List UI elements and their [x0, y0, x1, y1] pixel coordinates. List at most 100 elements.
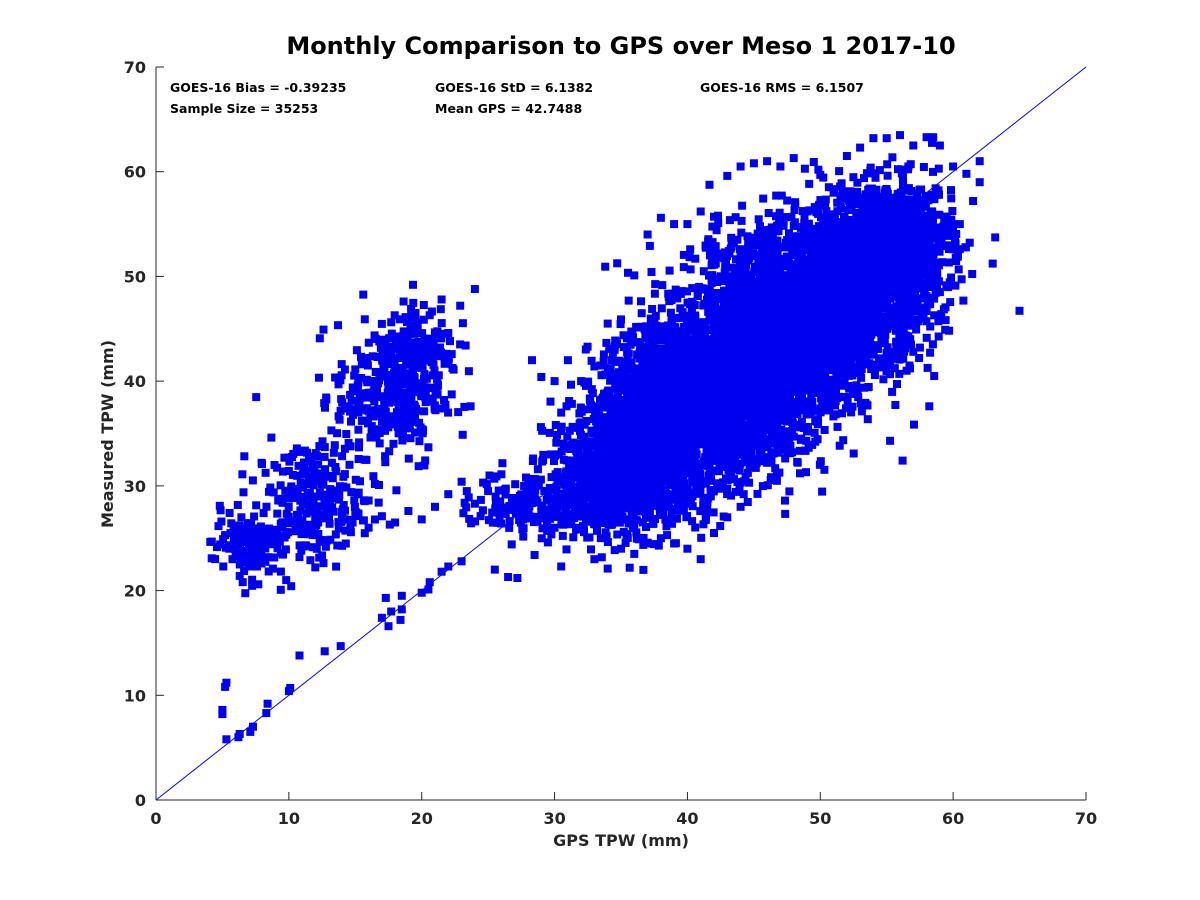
scatter-point	[674, 441, 683, 450]
scatter-point	[666, 442, 675, 451]
scatter-point	[444, 490, 453, 499]
scatter-point	[732, 445, 741, 454]
scatter-point	[730, 475, 738, 484]
scatter-point	[758, 430, 766, 438]
scatter-point	[736, 502, 745, 511]
scatter-point	[624, 296, 633, 305]
scatter-point	[743, 498, 752, 506]
scatter-point	[735, 376, 744, 385]
scatter-point	[683, 416, 691, 425]
scatter-point	[221, 682, 230, 691]
stat-rms: GOES-16 RMS = 6.1507	[700, 80, 864, 95]
scatter-point	[567, 380, 575, 389]
scatter-point	[838, 409, 846, 418]
scatter-point	[642, 479, 650, 488]
scatter-point	[625, 427, 634, 436]
scatter-point	[744, 456, 753, 465]
scatter-point	[741, 301, 750, 310]
scatter-point	[758, 343, 766, 352]
scatter-point	[815, 376, 824, 385]
scatter-point	[702, 436, 711, 445]
scatter-point	[551, 421, 560, 429]
scatter-point	[708, 438, 717, 446]
scatter-point	[815, 460, 824, 469]
scatter-point	[457, 557, 466, 566]
scatter-point	[710, 529, 718, 537]
scatter-point	[719, 438, 728, 447]
scatter-point	[586, 400, 595, 409]
scatter-point	[431, 502, 439, 511]
scatter-point	[727, 468, 736, 477]
scatter-point	[833, 394, 842, 403]
scatter-point	[590, 555, 599, 564]
scatter-point	[739, 477, 748, 486]
scatter-point	[607, 395, 616, 404]
scatter-point	[755, 377, 763, 386]
scatter-point	[753, 489, 762, 498]
scatter-point	[763, 458, 772, 467]
scatter-point	[840, 393, 849, 401]
scatter-point	[597, 420, 606, 429]
scatter-point	[774, 448, 783, 457]
scatter-point	[775, 358, 783, 367]
scatter-point	[814, 388, 822, 397]
scatter-point	[632, 516, 641, 525]
scatter-point	[669, 422, 678, 430]
scatter-point	[909, 141, 918, 150]
scatter-point	[785, 487, 794, 496]
scatter-point	[743, 468, 752, 477]
scatter-point	[764, 376, 773, 385]
scatter-point	[456, 301, 465, 310]
scatter-point	[617, 315, 625, 324]
scatter-point	[788, 419, 797, 428]
scatter-point	[975, 178, 984, 187]
scatter-point	[650, 432, 659, 441]
scatter-point	[802, 468, 810, 477]
scatter-point	[397, 605, 406, 614]
scatter-point	[675, 451, 683, 460]
scatter-point	[804, 443, 813, 452]
scatter-point	[720, 418, 728, 427]
scatter-point	[819, 406, 828, 415]
scatter-point	[497, 470, 506, 479]
scatter-point	[631, 408, 640, 417]
scatter-point	[587, 356, 596, 365]
scatter-point	[437, 567, 446, 576]
scatter-point	[791, 342, 800, 351]
scatter-point	[798, 352, 807, 361]
scatter-point	[732, 487, 740, 496]
scatter-point	[315, 442, 324, 451]
scatter-point	[915, 343, 924, 352]
scatter-point	[772, 476, 781, 485]
scatter-point	[613, 413, 622, 422]
scatter-point	[813, 358, 822, 367]
scatter-point	[740, 405, 749, 414]
scatter-point	[603, 319, 612, 328]
scatter-point	[593, 421, 602, 430]
scatter-point	[792, 383, 801, 391]
scatter-point	[263, 699, 272, 708]
scatter-point	[606, 410, 615, 419]
scatter-point	[811, 351, 820, 360]
scatter-point	[632, 534, 641, 543]
scatter-point	[550, 377, 559, 386]
scatter-point	[788, 448, 797, 457]
scatter-point	[643, 492, 652, 501]
scatter-point	[733, 362, 742, 371]
scatter-point	[729, 451, 738, 460]
scatter-point	[654, 405, 663, 414]
scatter-point	[703, 494, 712, 503]
scatter-point	[741, 429, 750, 438]
scatter-point	[776, 363, 785, 372]
scatter-point	[672, 428, 681, 436]
scatter-point	[364, 523, 373, 532]
scatter-point	[587, 385, 596, 394]
scatter-point	[767, 457, 776, 466]
scatter-point	[672, 514, 681, 523]
scatter-point	[444, 562, 453, 571]
scatter-point	[758, 457, 767, 466]
scatter-point	[613, 393, 622, 402]
scatter-point	[671, 476, 680, 485]
scatter-point	[384, 622, 393, 631]
scatter-point	[259, 509, 268, 518]
